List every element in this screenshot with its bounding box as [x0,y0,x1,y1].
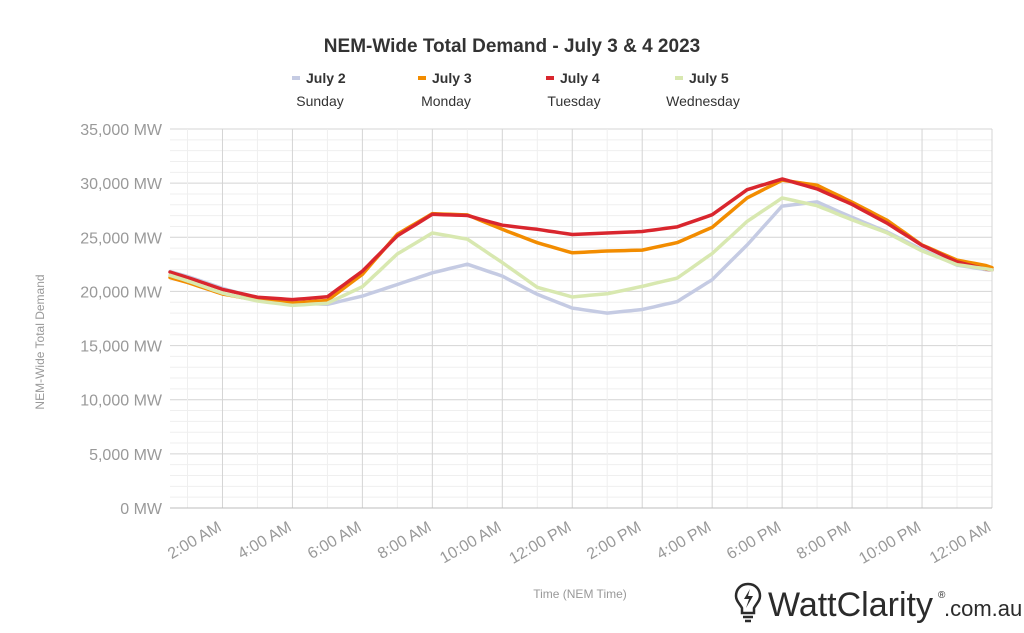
chart-title: NEM-Wide Total Demand - July 3 & 4 2023 [324,36,700,57]
legend-item-july-3[interactable]: July 3 Monday [418,70,472,109]
y-axis-ticks: 0 MW 5,000 MW 10,000 MW 15,000 MW 20,000 MW 2… [80,122,163,518]
y-axis-label: NEM-Wide Total Demand [33,274,47,409]
y-tick-label: 0 MW [120,501,163,518]
x-tick-label: 6:00 PM [724,519,784,564]
y-tick-label: 20,000 MW [80,284,163,301]
legend-sublabel: Sunday [296,93,343,109]
legend-sublabel: Monday [421,93,471,109]
x-axis-label: Time (NEM Time) [533,587,627,601]
brand-name: WattClarity [768,586,933,624]
brand-domain: .com.au [944,596,1022,621]
y-tick-label: 5,000 MW [89,447,163,464]
legend-label: July 2 [306,70,346,86]
x-tick-label: 2:00 PM [584,519,644,564]
legend-label: July 4 [560,70,600,86]
series-line-july-3 [168,178,994,305]
x-tick-label: 4:00 AM [235,519,294,563]
series-line-july-4 [168,177,994,302]
legend-item-july-5[interactable]: July 5 Wednesday [666,70,740,109]
legend-item-july-2[interactable]: July 2 Sunday [292,70,346,109]
x-tick-label: 6:00 AM [305,519,364,563]
x-tick-label: 10:00 AM [437,519,504,568]
brand-registered: ® [938,590,946,601]
grid [170,128,993,509]
legend-sublabel: Wednesday [666,93,740,109]
x-tick-label: 12:00 PM [506,519,574,568]
lightbulb-icon [734,582,762,623]
y-tick-label: 15,000 MW [80,339,163,356]
x-tick-label: 10:00 PM [856,519,924,568]
legend-item-july-4[interactable]: July 4 Tuesday [546,70,601,109]
x-tick-label: 8:00 AM [375,519,434,563]
y-tick-label: 35,000 MW [80,122,163,139]
series-line-july-5 [168,196,994,308]
x-tick-label: 4:00 PM [654,519,714,564]
y-tick-label: 30,000 MW [80,176,163,193]
x-axis-ticks: 2:00 AM 4:00 AM 6:00 AM 8:00 AM 10:00 AM 12:0… [165,519,994,568]
x-tick-label: 12:00 AM [927,519,994,568]
x-tick-label: 8:00 PM [794,519,854,564]
y-tick-label: 10,000 MW [80,393,163,410]
brand-logo: WattClarity ® .com.au [734,582,1022,624]
legend-label: July 3 [432,70,472,86]
legend-sublabel: Tuesday [547,93,600,109]
series-lines [168,177,994,315]
x-tick-label: 2:00 AM [165,519,224,563]
legend-label: July 5 [689,70,729,86]
y-tick-label: 25,000 MW [80,230,163,247]
